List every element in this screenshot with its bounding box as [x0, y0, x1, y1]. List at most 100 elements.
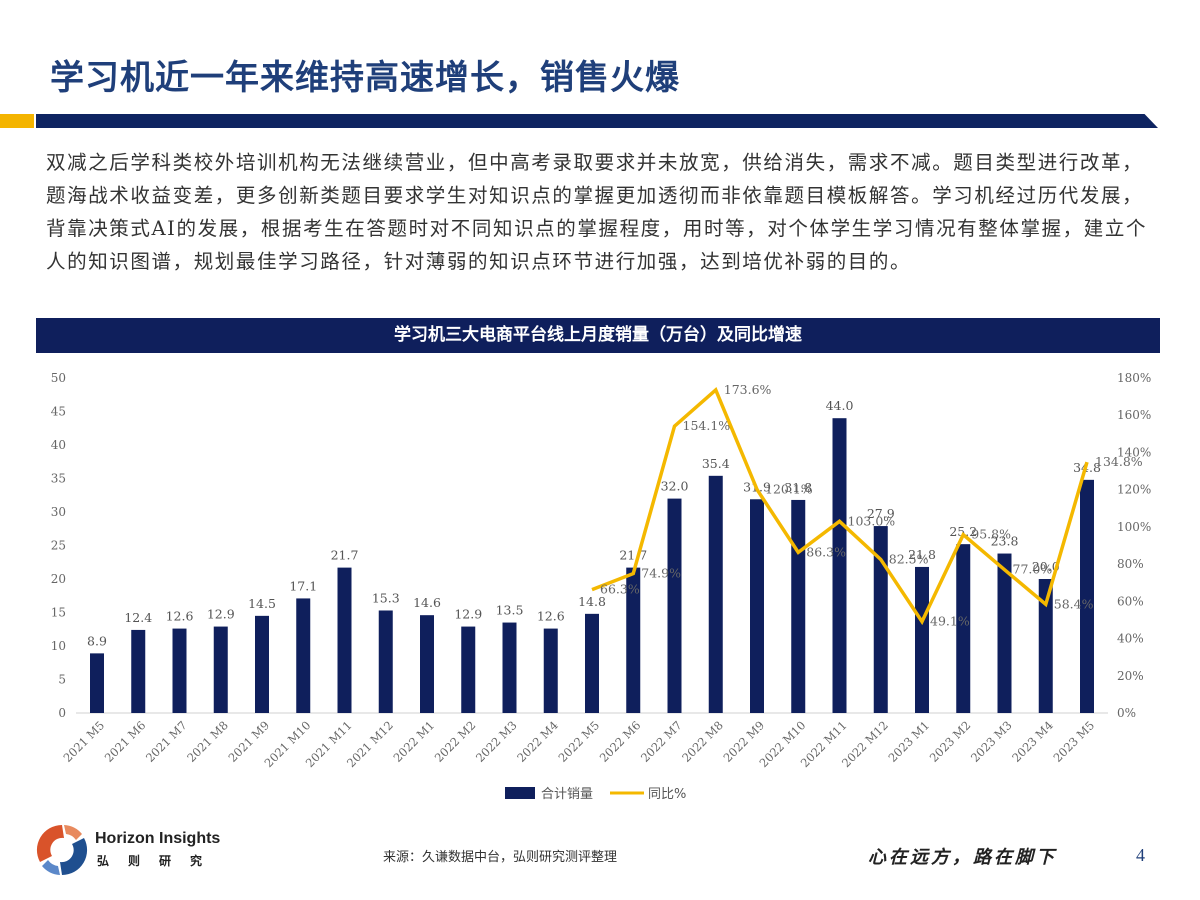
line-data-labels: 66.3%74.9% 154.1% 173.6% 120.1% 86.3% 103.0% 8…	[600, 382, 1143, 629]
slide-title: 学习机近一年来维持高速增长，销售火爆	[50, 58, 680, 98]
bar	[172, 628, 187, 713]
line-value-label: 77.0%	[1013, 562, 1053, 577]
bar	[750, 499, 764, 713]
left-y-axis: 0 5 10 15 20 25 30 35 40 45 50	[51, 371, 66, 720]
right-axis-tick: 100%	[1117, 520, 1151, 534]
bar	[420, 615, 434, 713]
right-axis-tick: 80%	[1117, 557, 1144, 571]
line-value-label: 95.8%	[971, 527, 1011, 542]
x-axis-category-label: 2022 M3	[473, 718, 520, 765]
right-axis-tick: 20%	[1117, 669, 1144, 683]
x-axis-category-label: 2023 M3	[968, 718, 1015, 765]
logo-english-name: Horizon Insights	[95, 830, 221, 847]
bar	[791, 499, 806, 713]
right-axis-tick: 0%	[1117, 706, 1136, 720]
right-axis-tick: 40%	[1117, 632, 1144, 646]
right-axis-tick: 120%	[1117, 483, 1151, 497]
bar-value-label: 14.5	[248, 596, 276, 611]
right-axis-tick: 160%	[1117, 408, 1151, 422]
bar-value-label: 12.4	[124, 610, 152, 625]
slogan: 心在远方，路在脚下	[868, 847, 1057, 868]
left-axis-tick: 50	[51, 371, 66, 385]
line-value-label: 154.1%	[683, 418, 731, 433]
left-axis-tick: 15	[51, 606, 66, 620]
bar	[626, 567, 641, 713]
bar-value-label: 15.3	[372, 590, 400, 605]
chart-title-banner: 学习机三大电商平台线上月度销量（万台）及同比增速	[36, 318, 1160, 353]
source-note: 来源：久谦数据中台，弘则研究测评整理	[383, 850, 618, 865]
title-underline-bar	[36, 114, 1158, 128]
x-axis-category-label: 2022 M2	[432, 718, 479, 765]
left-axis-tick: 0	[58, 706, 66, 720]
x-axis-category-label: 2021 M7	[143, 718, 190, 765]
x-axis-category-label: 2022 M4	[514, 718, 561, 765]
bar-value-label: 21.7	[331, 548, 359, 563]
right-axis-tick: 60%	[1117, 594, 1144, 608]
x-axis-category-label: 2021 M6	[102, 718, 149, 765]
bar	[832, 418, 847, 713]
chart-legend: 合计销量 同比%	[505, 787, 686, 802]
bar	[585, 613, 599, 713]
bar-value-label: 35.4	[702, 456, 730, 471]
bar	[461, 626, 476, 713]
left-axis-tick: 40	[51, 438, 66, 452]
bar	[997, 553, 1012, 713]
bar-value-label: 44.0	[826, 398, 854, 413]
bar-value-label: 8.9	[87, 633, 107, 648]
x-axis-category-label: 2022 M8	[679, 718, 726, 765]
bar-value-label: 23.8	[991, 534, 1019, 549]
x-axis-category-label: 2022 M7	[638, 718, 685, 765]
bar-value-label: 12.9	[454, 607, 482, 622]
bar	[915, 566, 929, 713]
bar-series	[90, 418, 1094, 713]
legend-bar-label: 合计销量	[541, 787, 593, 802]
bar-value-label: 31.8	[784, 480, 812, 495]
bar	[873, 526, 888, 713]
bar-value-label: 21.7	[619, 548, 647, 563]
line-value-label: 49.1%	[930, 614, 970, 629]
x-axis-category-label: 2022 M6	[597, 718, 644, 765]
logo-chinese-name: 弘则研究	[97, 854, 222, 868]
line-value-label: 66.3%	[600, 582, 640, 597]
bar-value-label: 17.1	[289, 578, 317, 593]
bar-value-label: 12.9	[207, 607, 235, 622]
bar-value-label: 32.0	[661, 479, 689, 494]
left-axis-tick: 35	[51, 472, 66, 486]
bar	[956, 544, 971, 713]
x-axis-category-label: 2021 M8	[184, 718, 231, 765]
horizon-logo-icon	[36, 824, 88, 876]
bar	[90, 653, 104, 713]
bar-value-label: 27.9	[867, 506, 895, 521]
bar	[1080, 479, 1094, 713]
x-axis-category-label: 2022 M5	[555, 718, 602, 765]
legend-bar-swatch	[505, 787, 535, 799]
line-value-label: 82.5%	[889, 551, 929, 566]
bar-value-label: 21.8	[908, 547, 936, 562]
bar	[255, 615, 269, 713]
line-value-label: 74.9%	[641, 566, 681, 581]
legend-line-label: 同比%	[648, 787, 686, 802]
bar-value-label: 12.6	[537, 609, 565, 624]
right-y-axis: 0% 20% 40% 60% 80% 100% 120% 140% 160% 180%	[1117, 371, 1151, 720]
line-value-label: 103.0%	[848, 513, 896, 528]
x-axis-category-label: 2021 M5	[60, 718, 107, 765]
left-axis-tick: 25	[51, 539, 66, 553]
left-axis-tick: 30	[51, 505, 66, 519]
left-axis-tick: 45	[51, 405, 66, 419]
bar	[502, 622, 517, 713]
bar	[337, 567, 352, 713]
bar	[378, 610, 393, 713]
bar-value-label: 20.0	[1032, 559, 1060, 574]
sales-chart: 0 5 10 15 20 25 30 35 40 45 50 0% 20% 40% 60% 80% 100% 1…	[51, 371, 1152, 802]
bar	[667, 498, 682, 713]
bar-value-label: 14.6	[413, 595, 441, 610]
x-axis-category-label: 2023 M4	[1009, 718, 1056, 765]
left-axis-tick: 20	[51, 572, 66, 586]
x-axis-category-label: 2022 M1	[390, 718, 437, 765]
bar-value-label: 14.8	[578, 594, 606, 609]
title-accent-yellow	[0, 114, 34, 128]
line-value-label: 58.4%	[1054, 596, 1094, 611]
bar	[543, 628, 558, 713]
bar-data-labels: 8.9 12.4 12.6 12.9 14.5 17.1 21.7 15.3 14.6 12.9 1…	[87, 398, 1101, 648]
